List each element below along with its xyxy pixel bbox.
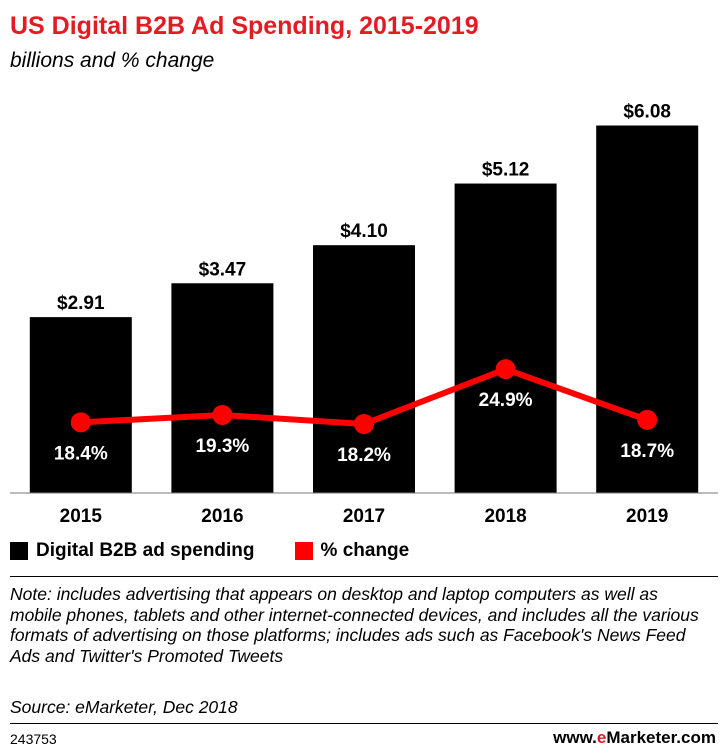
brand-logo[interactable]: www.eMarketer.com <box>553 728 716 748</box>
divider-top <box>10 576 718 577</box>
x-tick-2017: 2017 <box>343 506 385 527</box>
bar-2016 <box>171 283 273 493</box>
bar-2018 <box>455 184 557 493</box>
source: Source: eMarketer, Dec 2018 <box>10 697 238 718</box>
brand-rest: Marketer.com <box>606 728 716 747</box>
chart-title: US Digital B2B Ad Spending, 2015-2019 <box>10 12 479 41</box>
footnote: Note: includes advertising that appears … <box>10 584 710 666</box>
legend-item-spending: Digital B2B ad spending <box>10 540 255 562</box>
legend-item-change: % change <box>295 540 410 562</box>
brand-prefix: www. <box>553 728 597 747</box>
legend-swatch-change <box>295 542 313 560</box>
change-label-2017: 18.2% <box>337 445 391 466</box>
x-tick-2015: 2015 <box>60 506 103 527</box>
legend-label-change: % change <box>321 540 410 562</box>
change-point-2019 <box>637 410 657 430</box>
bar-label-2018: $5.12 <box>482 160 530 181</box>
legend-label-spending: Digital B2B ad spending <box>36 540 255 562</box>
bar-2019 <box>596 126 698 493</box>
bar-2015 <box>30 317 132 493</box>
change-point-2015 <box>71 412 91 432</box>
change-label-2016: 19.3% <box>195 436 249 457</box>
bar-label-2019: $6.08 <box>623 102 671 123</box>
change-point-2017 <box>354 414 374 434</box>
bar-line-chart: $2.91 2015 $3.47 2016 $4.10 2017 $5.12 2018 $6.0… <box>0 82 728 532</box>
legend: Digital B2B ad spending % change <box>10 538 449 564</box>
chart-subtitle: billions and % change <box>10 49 214 73</box>
x-tick-2016: 2016 <box>201 506 243 527</box>
chart-id: 243753 <box>10 731 57 747</box>
x-tick-2018: 2018 <box>484 506 526 527</box>
change-point-2018 <box>496 359 516 379</box>
legend-swatch-spending <box>10 542 28 560</box>
divider-bottom <box>10 723 718 724</box>
bar-label-2016: $3.47 <box>199 259 247 280</box>
change-label-2015: 18.4% <box>54 443 108 464</box>
bar-label-2015: $2.91 <box>57 293 105 314</box>
bar-label-2017: $4.10 <box>340 221 388 242</box>
brand-e: e <box>597 728 606 747</box>
change-point-2016 <box>212 405 232 425</box>
x-tick-2019: 2019 <box>626 506 668 527</box>
change-label-2019: 18.7% <box>620 441 674 462</box>
change-label-2018: 24.9% <box>479 390 533 411</box>
